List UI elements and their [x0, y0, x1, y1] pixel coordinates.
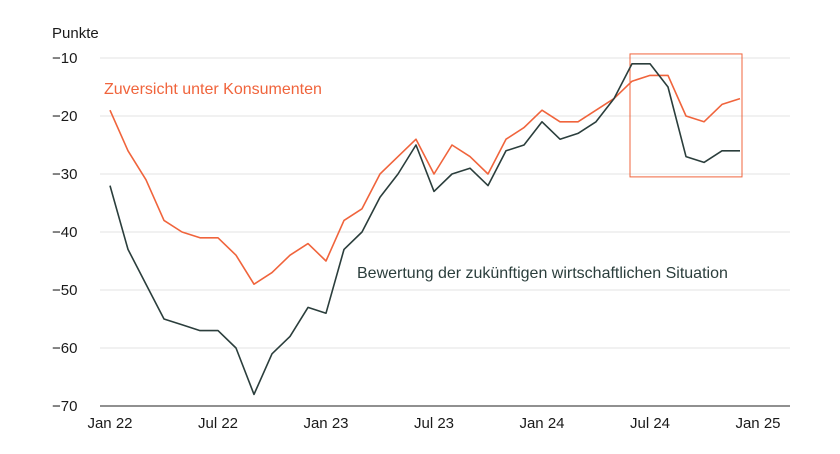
y-tick-label: −30: [52, 166, 77, 183]
y-axis-label: Punkte: [52, 25, 99, 42]
series-line-0: [109, 74, 741, 285]
x-tick-label: Jul 22: [198, 415, 238, 432]
y-tick-label: −40: [52, 224, 77, 241]
x-tick-label: Jan 24: [519, 415, 564, 432]
series-label-consumer-confidence: Zuversicht unter Konsumenten: [104, 81, 322, 98]
x-tick-label: Jan 22: [87, 415, 132, 432]
x-tick-label: Jul 23: [414, 415, 454, 432]
y-tick-layer: −10 −20 −30 −40 −50 −60 −70: [52, 50, 77, 415]
series-label-economic-outlook: Bewertung der zukünftigen wirtschaftlich…: [357, 265, 728, 282]
x-tick-label: Jan 23: [303, 415, 348, 432]
series-line-1: [109, 63, 740, 396]
x-tick-layer: Jan 22 Jul 22 Jan 23 Jul 23 Jan 24 Jul 24 Jan …: [87, 415, 780, 432]
highlight-layer: [629, 53, 743, 178]
grid-layer: [100, 57, 790, 407]
x-tick-label: Jul 24: [630, 415, 670, 432]
y-tick-label: −10: [52, 50, 77, 67]
y-tick-label: −50: [52, 282, 77, 299]
y-tick-label: −60: [52, 340, 77, 357]
x-tick-label: Jan 25: [735, 415, 780, 432]
highlight-box: [629, 53, 743, 178]
series-layer: [109, 63, 741, 396]
y-tick-label: −20: [52, 108, 77, 125]
y-tick-label: −70: [52, 398, 77, 415]
